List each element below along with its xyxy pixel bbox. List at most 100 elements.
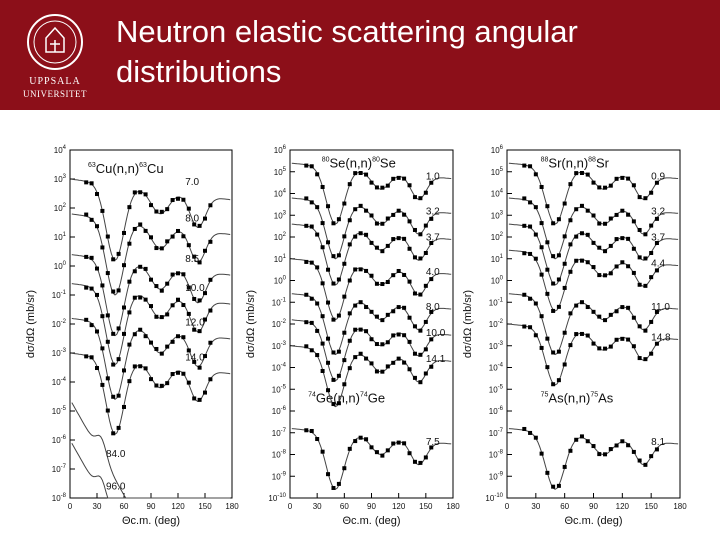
- data-point: [154, 314, 159, 319]
- data-point: [369, 309, 374, 314]
- data-point: [654, 180, 659, 185]
- series-96_0: 96.0: [71, 442, 231, 499]
- energy-label: 10.0: [185, 283, 205, 294]
- data-point: [568, 311, 573, 316]
- data-point: [132, 226, 137, 231]
- data-point: [122, 368, 126, 373]
- energy-label: 84.0: [106, 449, 126, 460]
- data-point: [407, 279, 412, 284]
- data-point: [186, 206, 191, 211]
- data-point: [429, 216, 434, 221]
- data-point: [138, 264, 143, 269]
- series-12_0: 12.0: [71, 318, 231, 401]
- data-point: [591, 213, 596, 218]
- y-tick-label: 10-10: [485, 493, 503, 503]
- data-point: [568, 218, 573, 223]
- data-point: [626, 305, 631, 310]
- series-3_2: 3.2: [508, 196, 679, 260]
- data-point: [579, 434, 584, 439]
- data-point: [154, 209, 159, 214]
- data-point: [358, 203, 363, 208]
- x-tick-label: 180: [446, 502, 460, 511]
- data-point: [631, 246, 636, 251]
- data-point: [358, 231, 363, 236]
- data-point: [429, 309, 434, 314]
- data-point: [336, 253, 341, 258]
- data-point: [309, 296, 314, 301]
- data-point: [608, 216, 613, 221]
- data-point: [608, 312, 613, 317]
- energy-label: 12.0: [185, 318, 205, 329]
- data-point: [556, 253, 561, 258]
- x-tick-label: 60: [120, 502, 129, 511]
- data-point: [143, 334, 148, 339]
- x-tick-label: 90: [589, 502, 598, 511]
- data-point: [551, 308, 556, 313]
- data-point: [385, 280, 390, 285]
- data-point: [545, 204, 550, 209]
- data-point: [304, 163, 309, 168]
- data-point: [551, 221, 556, 226]
- energy-label: 3.7: [426, 232, 440, 243]
- data-point: [585, 172, 590, 177]
- data-point: [631, 344, 636, 349]
- data-point: [149, 304, 153, 309]
- data-point: [336, 481, 341, 486]
- data-point: [391, 212, 396, 217]
- data-point: [149, 277, 153, 282]
- y-tick-label: 10-6: [52, 435, 67, 445]
- data-point: [336, 277, 341, 282]
- data-point: [631, 219, 636, 224]
- series-3_7: 3.7: [508, 223, 679, 286]
- data-point: [412, 227, 417, 232]
- data-point: [116, 288, 121, 293]
- data-point: [149, 340, 153, 345]
- data-point: [585, 260, 590, 265]
- data-point: [385, 312, 390, 317]
- data-point: [402, 333, 407, 338]
- data-point: [192, 296, 197, 301]
- y-tick-label: 10-10: [268, 493, 286, 503]
- data-point: [364, 172, 369, 177]
- data-point: [418, 196, 423, 201]
- chart-panel-3: 0 30 60 90 120 150 180 10-10 10-9 10-8 10-7 10-6 10-…: [462, 145, 687, 527]
- data-point: [396, 268, 401, 273]
- data-point: [149, 203, 153, 208]
- data-point: [533, 256, 538, 261]
- data-point: [545, 291, 550, 296]
- series-7_5: 7.5: [291, 428, 452, 490]
- data-point: [326, 267, 331, 272]
- y-tick-label: 103: [54, 174, 67, 184]
- data-point: [385, 364, 390, 369]
- data-point: [315, 437, 320, 442]
- data-point: [407, 315, 412, 320]
- y-tick-label: 106: [491, 145, 504, 155]
- data-point: [176, 271, 180, 276]
- y-tick-label: 10-6: [489, 406, 504, 416]
- data-point: [391, 309, 396, 314]
- data-point: [528, 200, 533, 205]
- data-point: [100, 283, 105, 288]
- data-point: [304, 259, 309, 264]
- series-4_0: 4.0: [291, 258, 452, 322]
- x-tick-label: 180: [673, 502, 687, 511]
- series-11_0: 11.0: [508, 292, 679, 356]
- data-point: [637, 227, 642, 232]
- data-point: [579, 231, 584, 236]
- x-tick-label: 0: [505, 502, 510, 511]
- data-point: [208, 239, 213, 244]
- data-point: [522, 426, 527, 431]
- data-point: [192, 222, 197, 227]
- data-point: [122, 230, 126, 235]
- data-point: [364, 356, 369, 361]
- energy-label: 4.4: [651, 258, 665, 269]
- x-tick-label: 90: [367, 502, 376, 511]
- data-point: [127, 310, 132, 315]
- data-point: [116, 425, 121, 430]
- data-point: [391, 333, 396, 338]
- data-point: [545, 470, 550, 475]
- data-point: [380, 221, 385, 226]
- data-point: [585, 208, 590, 213]
- data-point: [591, 180, 596, 185]
- data-point: [391, 360, 396, 365]
